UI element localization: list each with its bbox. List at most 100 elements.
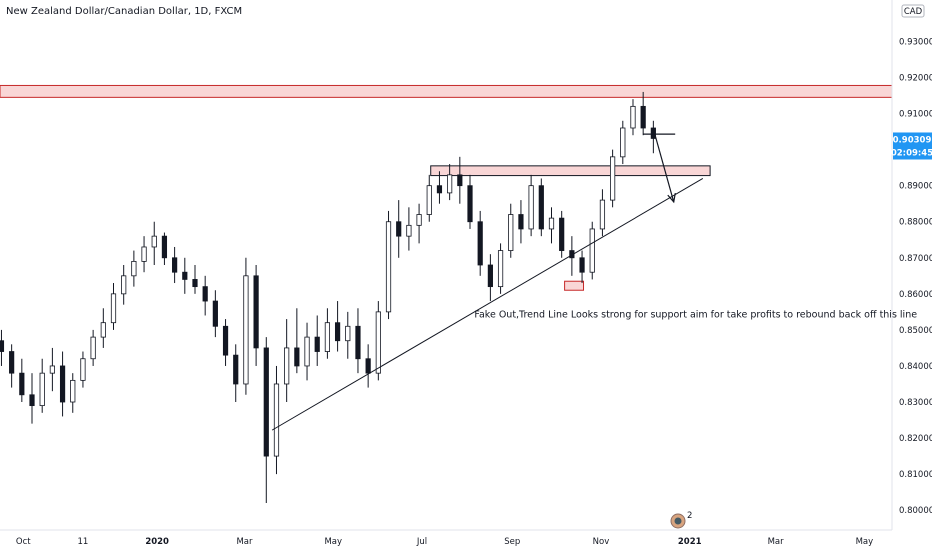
candle: [90, 329, 96, 366]
candle-body: [161, 235, 168, 259]
candle: [19, 358, 25, 403]
time-tick-label: Mar: [768, 537, 785, 547]
candle: [59, 351, 66, 417]
price-tick-label: 0.88000: [899, 218, 932, 228]
candle: [182, 257, 188, 294]
candle: [528, 174, 534, 237]
candle-body: [416, 214, 422, 226]
candle-body: [334, 322, 341, 342]
candle-body: [650, 127, 656, 139]
candle: [222, 319, 229, 366]
time-tick-label: May: [856, 537, 874, 547]
candle-body: [182, 271, 188, 280]
candle-body: [273, 383, 280, 457]
candle-body: [222, 325, 229, 356]
bar-countdown: 02:09:45: [891, 148, 932, 158]
candle: [121, 265, 127, 305]
candle-body: [406, 224, 412, 237]
candle: [334, 301, 341, 352]
candle: [589, 221, 595, 280]
candle: [650, 120, 656, 154]
time-axis[interactable]: Oct 11 2020 Mar May Jul Sep Nov 2021 Mar May: [16, 537, 873, 547]
candle-body: [39, 372, 45, 407]
candle-body: [19, 372, 25, 396]
current-price-tag: 0.90309 02:09:45: [891, 132, 932, 160]
candle-body: [294, 347, 300, 367]
candle: [243, 257, 249, 395]
candle: [630, 99, 636, 136]
resistance-zone-top: [0, 84, 893, 98]
time-tick-label: Oct: [16, 537, 31, 547]
candle: [406, 207, 412, 251]
candle-body: [457, 174, 463, 187]
candle-body: [263, 347, 269, 457]
candle-body: [345, 325, 351, 342]
breakout-zone: [430, 165, 711, 177]
time-tick-label: Sep: [504, 537, 520, 547]
candle: [365, 344, 371, 388]
candle-body: [640, 105, 646, 129]
candle-body: [324, 322, 331, 352]
candle: [548, 207, 555, 244]
candle-body: [70, 379, 76, 403]
candle: [436, 171, 443, 204]
fakeout-box: [564, 280, 585, 291]
candle-body: [467, 185, 473, 223]
candle: [192, 265, 198, 294]
candle-body: [29, 394, 35, 407]
candle-body: [355, 325, 361, 360]
candle-body: [385, 221, 392, 313]
candle: [233, 344, 239, 403]
price-tick-label: 0.83000: [899, 398, 932, 408]
candle: [620, 120, 626, 165]
arrow-shaft: [654, 133, 675, 203]
candle: [599, 189, 606, 237]
candle-body: [121, 275, 127, 295]
candle-body: [284, 347, 290, 385]
candle-body: [375, 311, 381, 374]
candle: [141, 236, 147, 273]
candle: [70, 373, 76, 413]
candle: [172, 246, 178, 284]
candle: [151, 221, 157, 265]
candle: [345, 311, 351, 359]
candle-body: [538, 185, 544, 230]
candle: [426, 174, 432, 222]
chart-title: New Zealand Dollar/Canadian Dollar, 1D, …: [6, 6, 242, 17]
candle-body: [110, 293, 117, 324]
currency-label: CAD: [904, 7, 923, 17]
price-tick-label: 0.80000: [899, 506, 932, 516]
price-tick-label: 0.91000: [899, 110, 932, 120]
candle: [518, 200, 524, 244]
candle-body: [528, 185, 534, 230]
candle-body: [559, 217, 565, 251]
candle: [579, 250, 585, 284]
price-tick-label: 0.87000: [899, 254, 932, 264]
time-tick-label: Nov: [593, 537, 610, 547]
candle: [212, 290, 218, 338]
trend-line: [271, 178, 704, 431]
candle: [253, 265, 259, 366]
candle: [100, 308, 106, 348]
current-price-value: 0.90309: [893, 135, 932, 145]
candle-body: [487, 264, 493, 288]
candle-body: [192, 279, 198, 288]
candle-body: [233, 354, 239, 385]
candle: [396, 200, 402, 258]
events-badge[interactable]: 2: [670, 511, 692, 529]
candle: [497, 243, 504, 294]
candle-body: [0, 340, 5, 352]
candle: [457, 156, 463, 204]
candle-body: [548, 217, 555, 230]
price-tick-label: 0.86000: [899, 290, 932, 300]
drawings-layer: Fake Out,Trend Line Looks strong for sup…: [271, 133, 917, 431]
candle-body: [202, 286, 208, 302]
candle: [559, 210, 565, 258]
price-tick-label: 0.85000: [899, 326, 932, 336]
candle-body: [599, 199, 606, 230]
events-count: 2: [687, 511, 692, 521]
candle-body: [497, 250, 504, 288]
candle-body: [243, 275, 249, 385]
